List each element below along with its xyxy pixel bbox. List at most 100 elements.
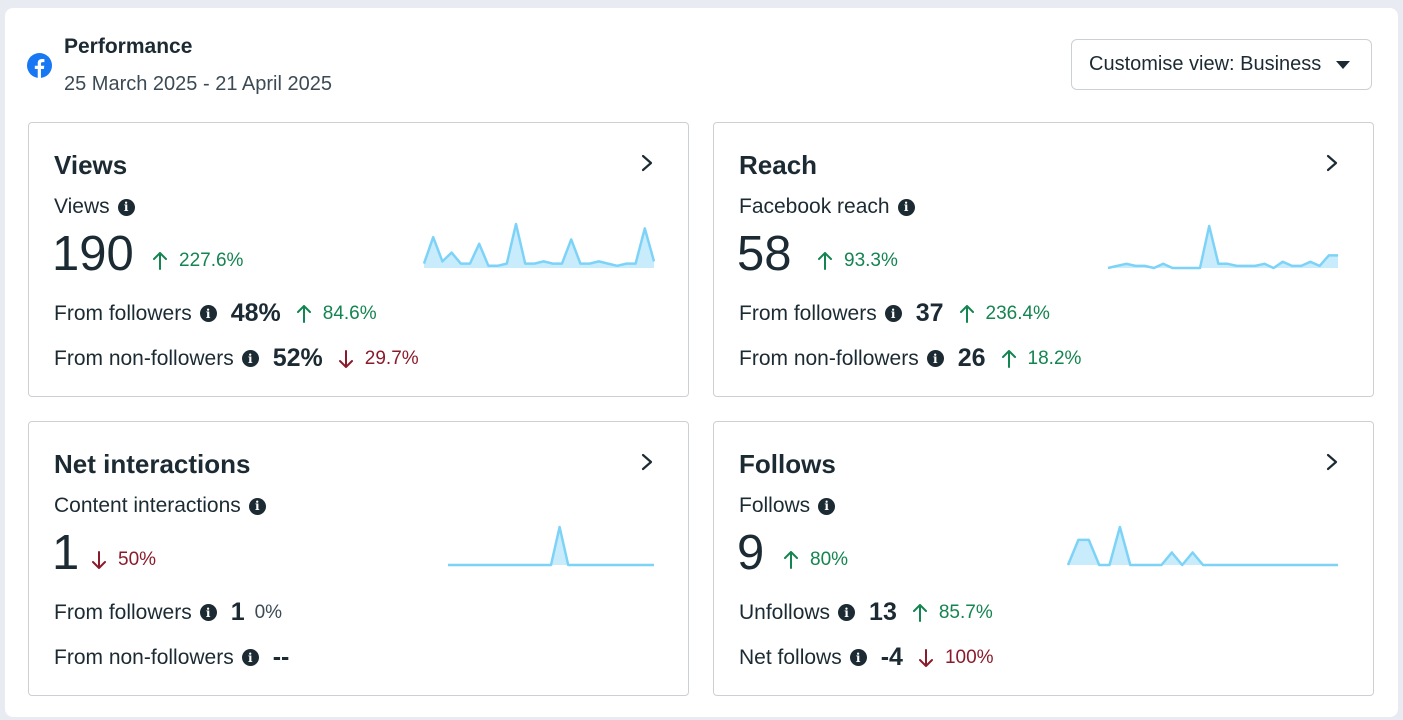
card-title: Reach — [739, 150, 818, 180]
change-value: 50% — [118, 549, 157, 570]
row-change: 85.7% — [913, 602, 993, 624]
sparkline-area — [1108, 226, 1338, 268]
sparkline-line — [1067, 525, 1338, 567]
metric-change: 227.6% — [153, 250, 243, 272]
chevron-right-icon[interactable] — [1325, 153, 1339, 173]
unfollows-row: Unfollows i 13 85.7% — [739, 598, 993, 627]
row-label: Net follows — [739, 645, 842, 669]
arrow-up-icon — [297, 305, 311, 323]
change-value: 80% — [810, 549, 849, 570]
info-icon[interactable]: i — [199, 604, 217, 621]
info-icon[interactable]: i — [199, 305, 217, 322]
info-icon[interactable]: i — [241, 350, 259, 367]
info-icon[interactable]: i — [838, 604, 856, 621]
info-icon[interactable]: i — [818, 497, 836, 515]
card-title: Net interactions — [54, 449, 251, 479]
follows-card[interactable]: Follows Follows i 9 80% Unfollows i 13 8… — [713, 421, 1374, 696]
reach-card[interactable]: Reach Facebook reach i 58 93.3% From fol… — [713, 122, 1374, 397]
interactions-sparkline — [448, 525, 654, 567]
metric-label: Facebook reach i — [739, 195, 915, 219]
row-change: 18.2% — [1002, 347, 1082, 370]
views-card[interactable]: Views Views i 190 227.6% From followers … — [28, 122, 689, 397]
row-value: 13 — [869, 598, 897, 626]
caret-down-icon — [1336, 61, 1350, 69]
chevron-right-icon[interactable] — [640, 452, 654, 472]
metric-value: 58 — [737, 227, 792, 281]
metric-label-text: Content interactions — [54, 494, 241, 517]
chevron-right-icon[interactable] — [1325, 452, 1339, 472]
arrow-down-icon — [339, 350, 353, 368]
sparkline-area — [448, 527, 654, 565]
metric-label: Views i — [54, 195, 135, 219]
views-sparkline — [423, 222, 655, 268]
from-non-followers-row: From non-followers i 26 18.2% — [739, 344, 1081, 373]
page-title: Performance — [64, 35, 193, 58]
row-label: From followers — [54, 600, 192, 624]
change-value: 93.3% — [844, 250, 898, 271]
change-value: 84.6% — [322, 302, 377, 324]
row-change: 100% — [919, 647, 994, 669]
from-followers-row: From followers i 37 236.4% — [739, 299, 1050, 328]
from-non-followers-row: From non-followers i -- — [54, 643, 305, 672]
date-range: 25 March 2025 - 21 April 2025 — [64, 73, 332, 95]
arrow-up-icon — [818, 252, 832, 270]
metric-value: 1 — [52, 526, 80, 580]
change-value: 85.7% — [938, 601, 993, 623]
metric-change: 80% — [784, 549, 848, 571]
row-value: 37 — [915, 299, 944, 327]
info-icon[interactable]: i — [849, 649, 867, 666]
card-title: Follows — [739, 449, 836, 479]
row-value: 52% — [272, 344, 323, 372]
change-value: 0% — [254, 601, 283, 623]
info-icon[interactable]: i — [117, 198, 135, 216]
arrow-up-icon — [784, 551, 798, 569]
info-icon[interactable]: i — [884, 305, 902, 322]
sparkline-line — [448, 525, 654, 567]
chevron-right-icon[interactable] — [640, 153, 654, 173]
row-change: 29.7% — [339, 348, 419, 370]
change-value: 29.7% — [364, 347, 419, 369]
row-label: From non-followers — [54, 346, 234, 370]
sparkline-line — [1107, 224, 1338, 270]
from-followers-row: From followers i 48% 84.6% — [54, 299, 377, 328]
change-value: 236.4% — [985, 302, 1050, 324]
metric-change: 93.3% — [818, 250, 898, 272]
metric-value: 9 — [737, 526, 765, 580]
arrow-up-icon — [960, 305, 974, 323]
facebook-icon — [27, 53, 52, 78]
row-label: Unfollows — [739, 600, 831, 624]
change-value: 18.2% — [1027, 347, 1082, 369]
net-follows-row: Net follows i -4 100% — [739, 643, 994, 672]
change-value: 100% — [944, 646, 994, 668]
row-value: 26 — [957, 344, 986, 372]
info-icon[interactable]: i — [926, 350, 944, 367]
arrow-down-icon — [919, 649, 933, 667]
row-change: 84.6% — [297, 303, 377, 325]
change-value: 227.6% — [179, 250, 244, 271]
metric-value: 190 — [52, 227, 134, 281]
row-value: 1 — [230, 598, 245, 626]
from-followers-row: From followers i 1 0% — [54, 598, 282, 627]
metric-label: Content interactions i — [54, 494, 266, 518]
arrow-down-icon — [92, 551, 106, 569]
row-label: From non-followers — [739, 346, 919, 370]
info-icon[interactable]: i — [897, 198, 915, 216]
customise-view-dropdown[interactable]: Customise view: Business — [1071, 39, 1372, 90]
customise-view-label: Customise view: Business — [1089, 53, 1322, 75]
metric-label-text: Follows — [739, 494, 811, 517]
metric-label-text: Views — [54, 195, 110, 218]
info-icon[interactable]: i — [248, 497, 266, 515]
arrow-up-icon — [153, 252, 167, 270]
net-interactions-card[interactable]: Net interactions Content interactions i … — [28, 421, 689, 696]
row-label: From non-followers — [54, 645, 234, 669]
row-change: 236.4% — [960, 303, 1050, 325]
metric-label: Follows i — [739, 494, 836, 518]
sparkline-area — [424, 224, 654, 268]
from-non-followers-row: From non-followers i 52% 29.7% — [54, 344, 419, 373]
arrow-up-icon — [1002, 350, 1016, 368]
row-label: From followers — [739, 301, 877, 325]
info-icon[interactable]: i — [241, 649, 259, 666]
metric-change: 50% — [92, 549, 156, 571]
reach-sparkline — [1107, 224, 1338, 270]
sparkline-line — [423, 222, 655, 268]
